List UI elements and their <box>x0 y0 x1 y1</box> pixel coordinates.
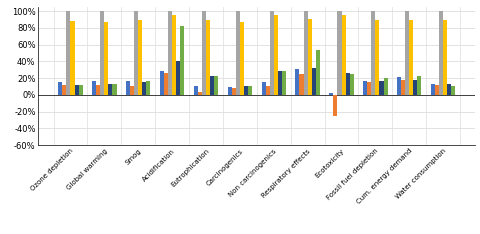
Bar <box>168 11 172 95</box>
Bar <box>413 80 418 95</box>
Bar <box>92 81 96 95</box>
Bar <box>397 77 401 95</box>
Bar <box>270 11 274 95</box>
Bar <box>240 22 244 95</box>
Bar <box>447 84 451 95</box>
Bar <box>401 80 405 95</box>
Bar <box>418 77 421 95</box>
Bar <box>126 81 130 95</box>
Bar <box>443 20 447 95</box>
Bar <box>329 93 334 95</box>
Bar <box>112 84 117 95</box>
Bar <box>96 85 100 95</box>
Bar <box>300 74 303 95</box>
Bar <box>303 11 308 95</box>
Bar <box>134 11 138 95</box>
Bar <box>236 11 240 95</box>
Bar <box>138 20 142 95</box>
Bar <box>194 86 198 95</box>
Bar <box>206 20 210 95</box>
Bar <box>337 11 341 95</box>
Bar <box>62 85 66 95</box>
Bar <box>172 15 176 95</box>
Bar <box>198 91 202 95</box>
Bar <box>248 86 252 95</box>
Bar <box>79 85 83 95</box>
Bar <box>380 81 384 95</box>
Bar <box>74 85 79 95</box>
Bar <box>130 86 134 95</box>
Bar <box>334 95 337 116</box>
Bar <box>439 11 443 95</box>
Bar <box>58 82 62 95</box>
Bar <box>176 61 180 95</box>
Bar <box>295 69 300 95</box>
Bar <box>384 78 387 95</box>
Bar <box>232 88 236 95</box>
Bar <box>375 20 380 95</box>
Bar <box>308 19 312 95</box>
Bar <box>435 85 439 95</box>
Bar <box>214 77 218 95</box>
Bar <box>164 73 168 95</box>
Bar <box>142 82 146 95</box>
Bar <box>278 71 282 95</box>
Bar <box>274 15 278 95</box>
Bar <box>431 84 435 95</box>
Bar <box>282 71 286 95</box>
Bar <box>210 76 214 95</box>
Bar <box>202 11 206 95</box>
Bar <box>180 26 184 95</box>
Bar <box>265 86 270 95</box>
Bar <box>405 11 409 95</box>
Bar <box>349 74 354 95</box>
Bar <box>104 22 108 95</box>
Bar <box>372 11 375 95</box>
Bar <box>262 82 265 95</box>
Bar <box>367 82 372 95</box>
Bar <box>71 21 74 95</box>
Bar <box>363 81 367 95</box>
Bar <box>341 15 346 95</box>
Bar <box>228 87 232 95</box>
Bar <box>346 73 349 95</box>
Bar <box>160 71 164 95</box>
Bar <box>409 20 413 95</box>
Bar <box>451 86 456 95</box>
Bar <box>146 81 150 95</box>
Bar <box>66 11 71 95</box>
Bar <box>316 50 320 95</box>
Bar <box>100 11 104 95</box>
Bar <box>244 86 248 95</box>
Bar <box>312 68 316 95</box>
Bar <box>108 84 112 95</box>
